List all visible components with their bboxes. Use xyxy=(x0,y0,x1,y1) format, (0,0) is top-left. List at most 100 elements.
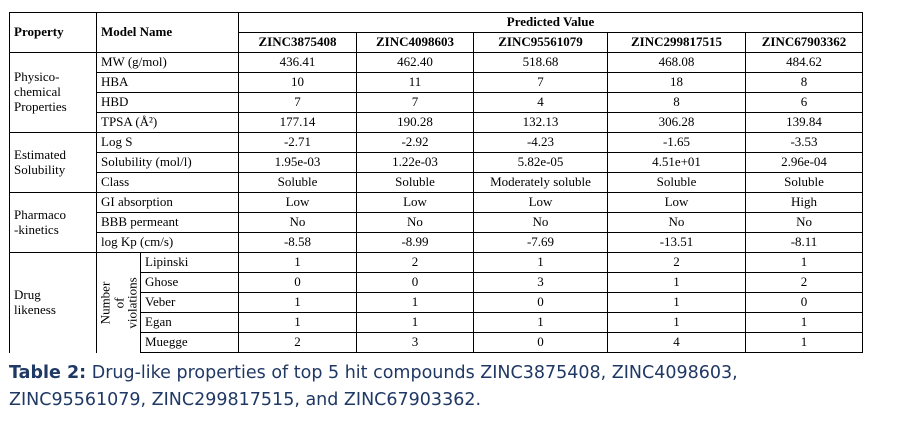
header-compound: ZINC67903362 xyxy=(744,32,864,53)
table-row: Physico- chemical Properties MW (g/mol) 43… xyxy=(9,52,864,133)
value-cell: 10 xyxy=(238,72,357,93)
value-cell: No xyxy=(238,212,357,233)
value-cell: 436.41 xyxy=(238,52,357,73)
value-cell: 2 xyxy=(356,252,474,273)
table-row: Muegge 2 3 0 4 1 xyxy=(10,332,864,353)
value-cell: 1 xyxy=(607,312,746,333)
value-cell: 462.40 xyxy=(356,52,474,73)
table-row: BBB permeant No No No No No xyxy=(10,212,864,233)
value-cell: 5.82e-05 xyxy=(473,152,608,173)
property-name: BBB permeant xyxy=(96,212,239,233)
value-cell: 1 xyxy=(356,312,474,333)
caption-text: Drug-like properties of top 5 hit compou… xyxy=(9,363,738,410)
violations-label-cell: Number of violations xyxy=(96,252,141,353)
table-row: Solubility (mol/l) 1.95e-03 1.22e-03 5.82e-… xyxy=(10,152,864,173)
property-name: Muegge xyxy=(140,332,239,353)
table-caption: Table 2: Drug-like properties of top 5 h… xyxy=(9,360,879,414)
value-cell: 2 xyxy=(744,272,864,293)
table-row: HBD 7 7 4 8 6 xyxy=(10,92,864,113)
value-cell: -7.69 xyxy=(473,232,608,253)
value-cell: 1 xyxy=(238,292,357,313)
header-property: Property xyxy=(9,12,97,53)
value-cell: 177.14 xyxy=(238,112,357,133)
value-cell: 6 xyxy=(744,92,864,113)
table-row: Class Soluble Soluble Moderately soluble Sol… xyxy=(10,172,864,193)
table-row: Egan 1 1 1 1 1 xyxy=(10,312,864,333)
value-cell: High xyxy=(744,192,864,213)
table-row: Ghose 0 0 3 1 2 xyxy=(10,272,864,293)
value-cell: 7 xyxy=(356,92,474,113)
value-cell: 139.84 xyxy=(744,112,864,133)
header-compound: ZINC4098603 xyxy=(356,32,474,53)
group-label: Estimated Solubility xyxy=(9,132,97,193)
value-cell: 2 xyxy=(607,252,746,273)
property-name: GI absorption xyxy=(96,192,239,213)
table-body: Physico- chemical Properties MW (g/mol) 43… xyxy=(9,52,864,353)
value-cell: Low xyxy=(356,192,474,213)
value-cell: -8.11 xyxy=(744,232,864,253)
property-name: Log S xyxy=(96,132,239,153)
value-cell: 0 xyxy=(356,272,474,293)
value-cell: 1 xyxy=(744,312,864,333)
property-name: HBD xyxy=(96,92,239,113)
header-compound: ZINC95561079 xyxy=(473,32,608,53)
violations-label: Number of violations xyxy=(97,277,140,329)
value-cell: 1 xyxy=(473,312,608,333)
value-cell: Low xyxy=(473,192,608,213)
value-cell: No xyxy=(356,212,474,233)
value-cell: 484.62 xyxy=(744,52,864,73)
value-cell: 3 xyxy=(356,332,474,353)
header-predicted-value: Predicted Value xyxy=(237,12,864,33)
value-cell: -1.65 xyxy=(607,132,746,153)
value-cell: 1 xyxy=(238,312,357,333)
value-cell: 1 xyxy=(607,272,746,293)
value-cell: -8.99 xyxy=(356,232,474,253)
header-row: Property Model Name Predicted Value xyxy=(9,12,864,53)
value-cell: 11 xyxy=(356,72,474,93)
value-cell: -8.58 xyxy=(238,232,357,253)
value-cell: Low xyxy=(607,192,746,213)
value-cell: 7 xyxy=(473,72,608,93)
value-cell: -4.23 xyxy=(473,132,608,153)
value-cell: Soluble xyxy=(356,172,474,193)
value-cell: 1 xyxy=(356,292,474,313)
value-cell: 7 xyxy=(238,92,357,113)
value-cell: 306.28 xyxy=(607,112,746,133)
property-name: HBA xyxy=(96,72,239,93)
header-compound: ZINC299817515 xyxy=(607,32,746,53)
table-row: Veber 1 1 0 1 0 xyxy=(10,292,864,313)
value-cell: 1 xyxy=(473,252,608,273)
table-row: TPSA (Å²) 177.14 190.28 132.13 306.28 139.84 xyxy=(10,112,864,133)
property-name: Veber xyxy=(140,292,239,313)
value-cell: 1 xyxy=(744,332,864,353)
value-cell: 0 xyxy=(238,272,357,293)
property-name: TPSA (Å²) xyxy=(96,112,239,133)
table-row: Drug likeness Number of violations Lipinsk… xyxy=(9,252,864,353)
value-cell: Soluble xyxy=(238,172,357,193)
value-cell: 1 xyxy=(744,252,864,273)
table-row: HBA 10 11 7 18 8 xyxy=(10,72,864,93)
value-cell: 0 xyxy=(744,292,864,313)
group-label: Drug likeness xyxy=(9,252,97,353)
value-cell: 8 xyxy=(744,72,864,93)
value-cell: 4 xyxy=(473,92,608,113)
property-name: Egan xyxy=(140,312,239,333)
value-cell: 0 xyxy=(473,332,608,353)
table-row: log Kp (cm/s) -8.58 -8.99 -7.69 -13.51 -8.11 xyxy=(10,232,864,253)
value-cell: 468.08 xyxy=(607,52,746,73)
value-cell: 0 xyxy=(473,292,608,313)
property-name: MW (g/mol) xyxy=(96,52,239,73)
property-name: Solubility (mol/l) xyxy=(96,152,239,173)
value-cell: 518.68 xyxy=(473,52,608,73)
group-label: Pharmaco -kinetics xyxy=(9,192,97,253)
property-name: Class xyxy=(96,172,239,193)
value-cell: -2.71 xyxy=(238,132,357,153)
value-cell: Soluble xyxy=(744,172,864,193)
table-row: Pharmaco -kinetics GI absorption Low Low Low… xyxy=(9,192,864,253)
value-cell: Soluble xyxy=(607,172,746,193)
header-model-name: Model Name xyxy=(96,12,239,53)
table-row: Estimated Solubility Log S -2.71 -2.92 -4.23… xyxy=(9,132,864,193)
value-cell: 2.96e-04 xyxy=(744,152,864,173)
value-cell: No xyxy=(607,212,746,233)
caption-label: Table 2: xyxy=(9,363,87,383)
